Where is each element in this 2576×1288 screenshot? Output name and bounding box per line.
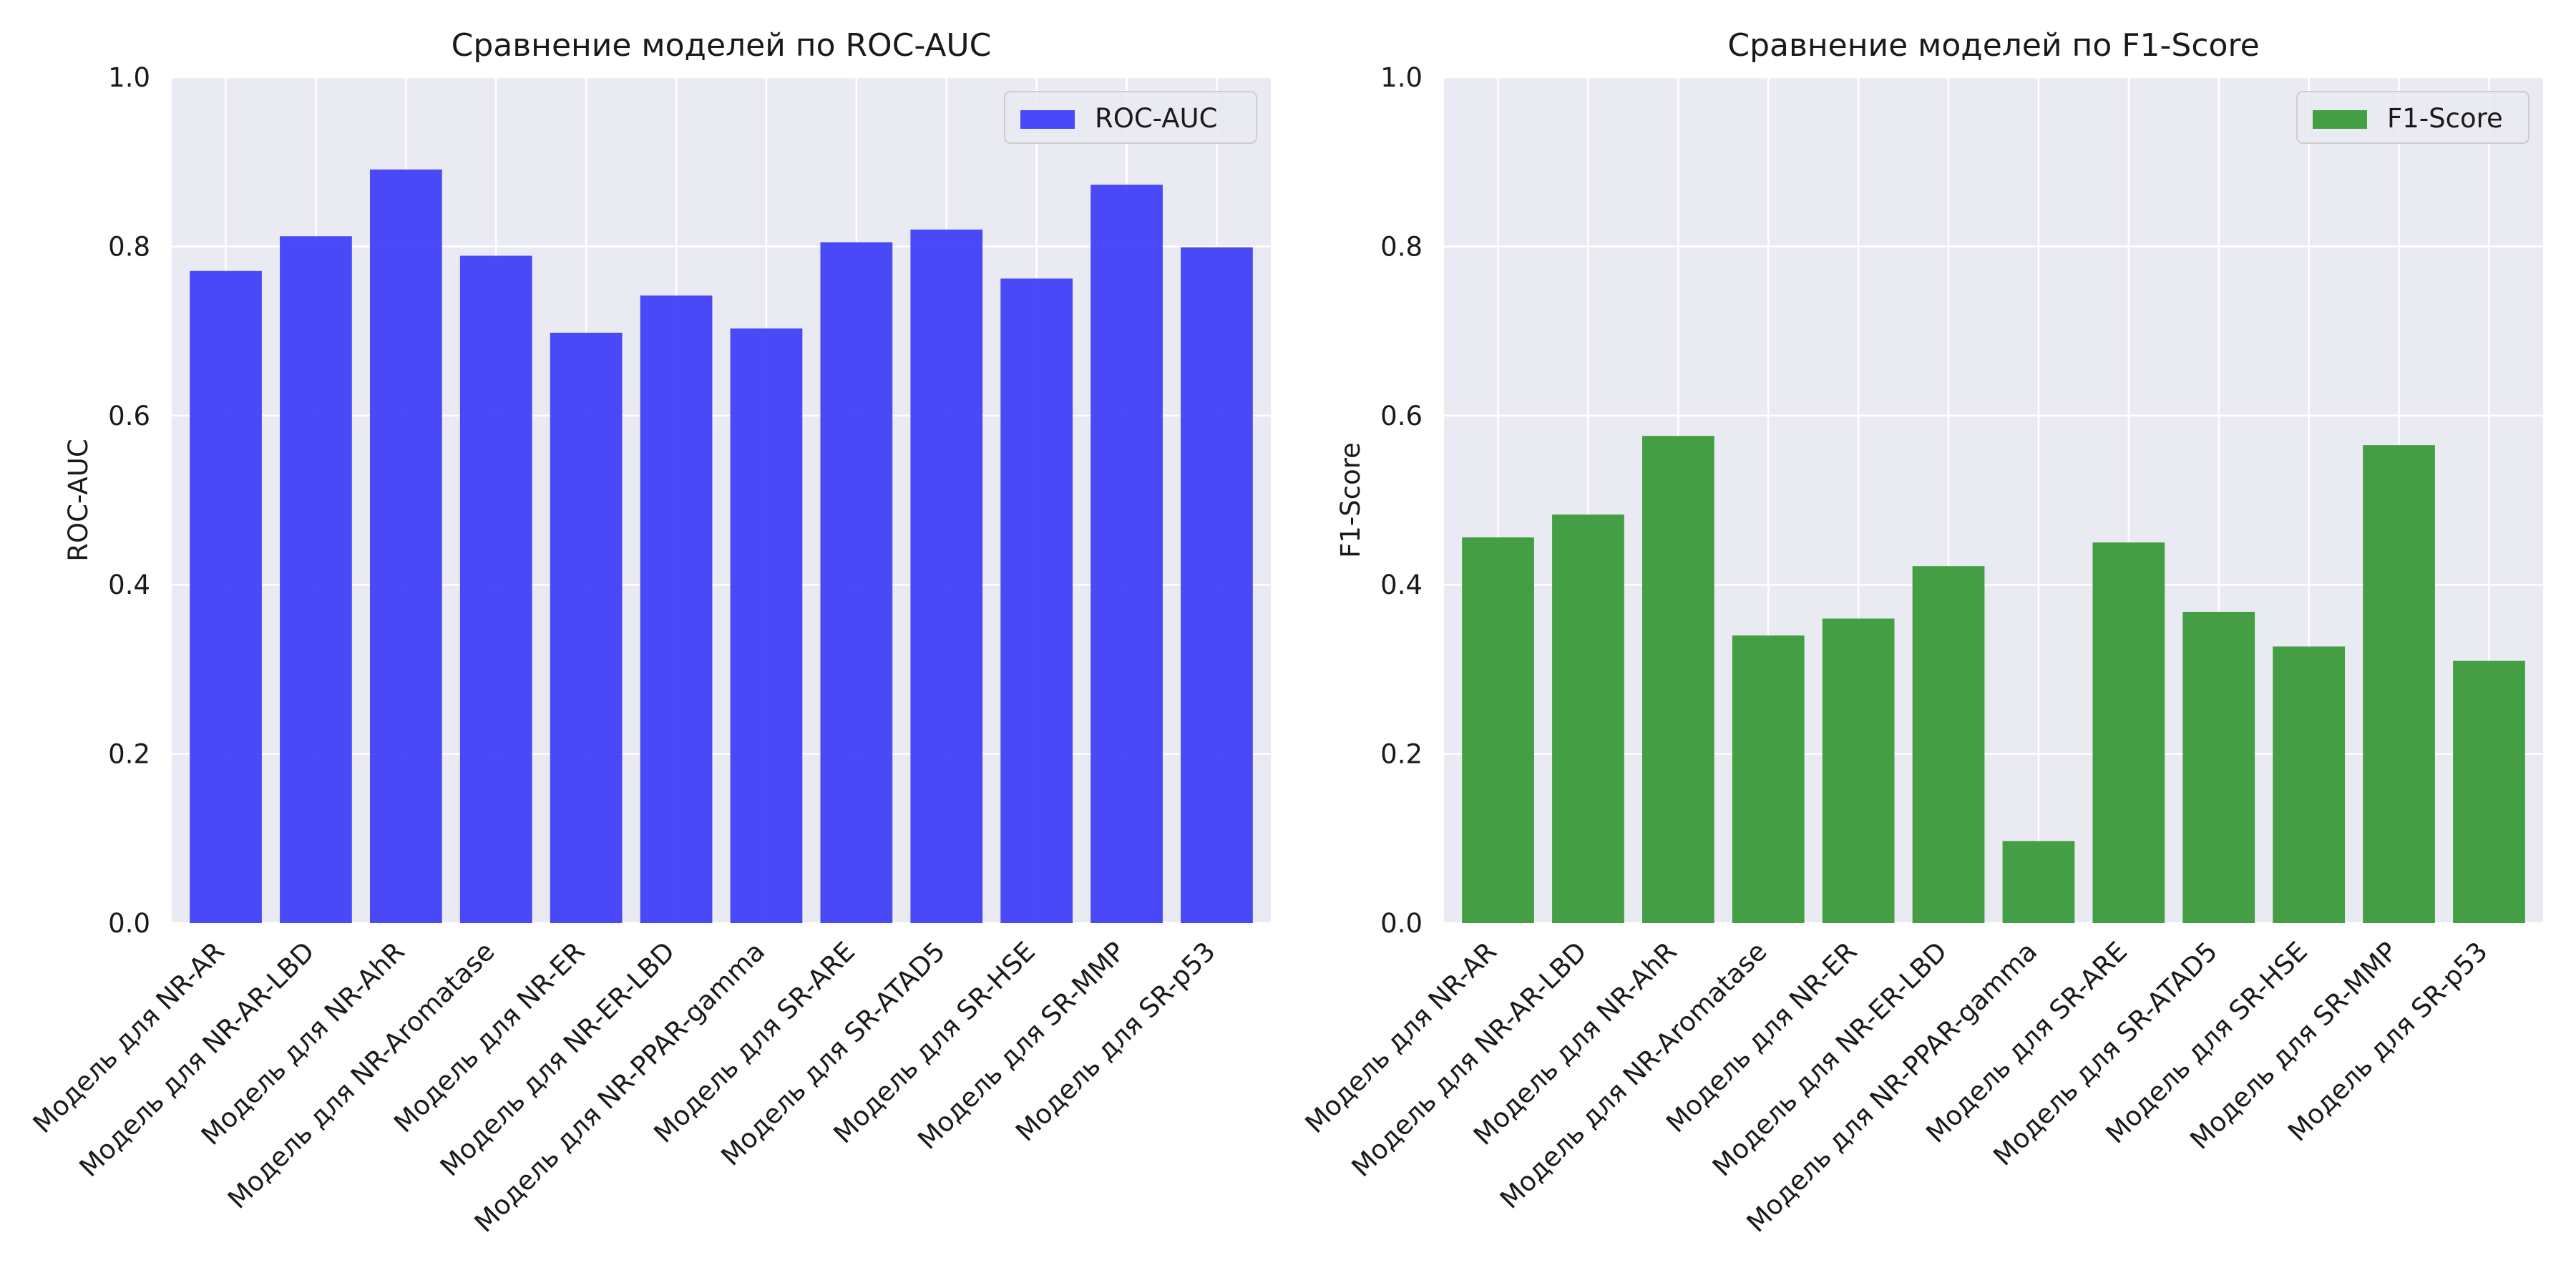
f1-bar [1732,635,1805,923]
f1-bar [1641,436,1714,923]
roc-y-tick-label: 0.2 [108,739,150,770]
roc-bar [280,236,352,923]
f1-legend-label: F1-Score [2387,103,2503,134]
roc-y-tick-label: 0.0 [108,908,150,939]
f1-y-tick-label: 1.0 [1380,62,1423,93]
roc-bar [369,169,442,923]
f1-bar [2453,660,2525,923]
f1-bar [2363,445,2435,923]
roc-legend-box [1004,91,1257,144]
roc-y-tick-label: 1.0 [108,62,150,93]
f1-bar [2182,612,2255,923]
roc-bar [459,255,532,924]
f1-y-tick-label: 0.6 [1380,401,1423,431]
roc-y-tick-label: 0.4 [108,570,150,600]
f1-bar [1462,537,1534,923]
f1-plot-area [1444,77,2543,923]
f1-y-axis-label: F1-Score [1335,442,1366,558]
roc-bar [1000,278,1073,923]
f1-bar [1822,618,1895,923]
f1-legend-box [2296,91,2529,144]
roc-chart-title: Сравнение моделей по ROC-AUC [452,27,992,64]
roc-legend-label: ROC-AUC [1095,103,1217,134]
f1-legend-swatch [2313,110,2367,129]
f1-y-tick-label: 0.8 [1380,231,1423,262]
roc-y-axis-label: ROC-AUC [63,439,94,561]
roc-y-tick-label: 0.8 [108,231,150,262]
f1-legend: F1-Score [2296,91,2529,144]
roc-y-tick-label: 0.6 [108,401,150,431]
f1-bar [2092,542,2165,923]
f1-chart-title: Сравнение моделей по F1-Score [1727,27,2259,64]
f1-bar [2002,841,2075,923]
f1-y-tick-label: 0.2 [1380,739,1423,770]
roc-bar [910,229,983,923]
roc-bar [820,242,893,923]
roc-legend: ROC-AUC [1004,91,1257,144]
roc-bar [1181,247,1253,923]
roc-bar [1091,185,1163,923]
f1-bar [1552,514,1624,923]
f1-y-tick-label: 0.0 [1380,908,1423,939]
f1-bar [2273,646,2346,923]
roc-bar [190,270,262,924]
f1-bar [1912,566,1985,923]
f1-y-tick-label: 0.4 [1380,570,1423,600]
roc-bar [550,332,623,923]
roc-legend-swatch [1020,110,1075,129]
roc-bar [640,295,713,923]
roc-bar [730,328,803,924]
roc-plot-area [172,77,1271,923]
